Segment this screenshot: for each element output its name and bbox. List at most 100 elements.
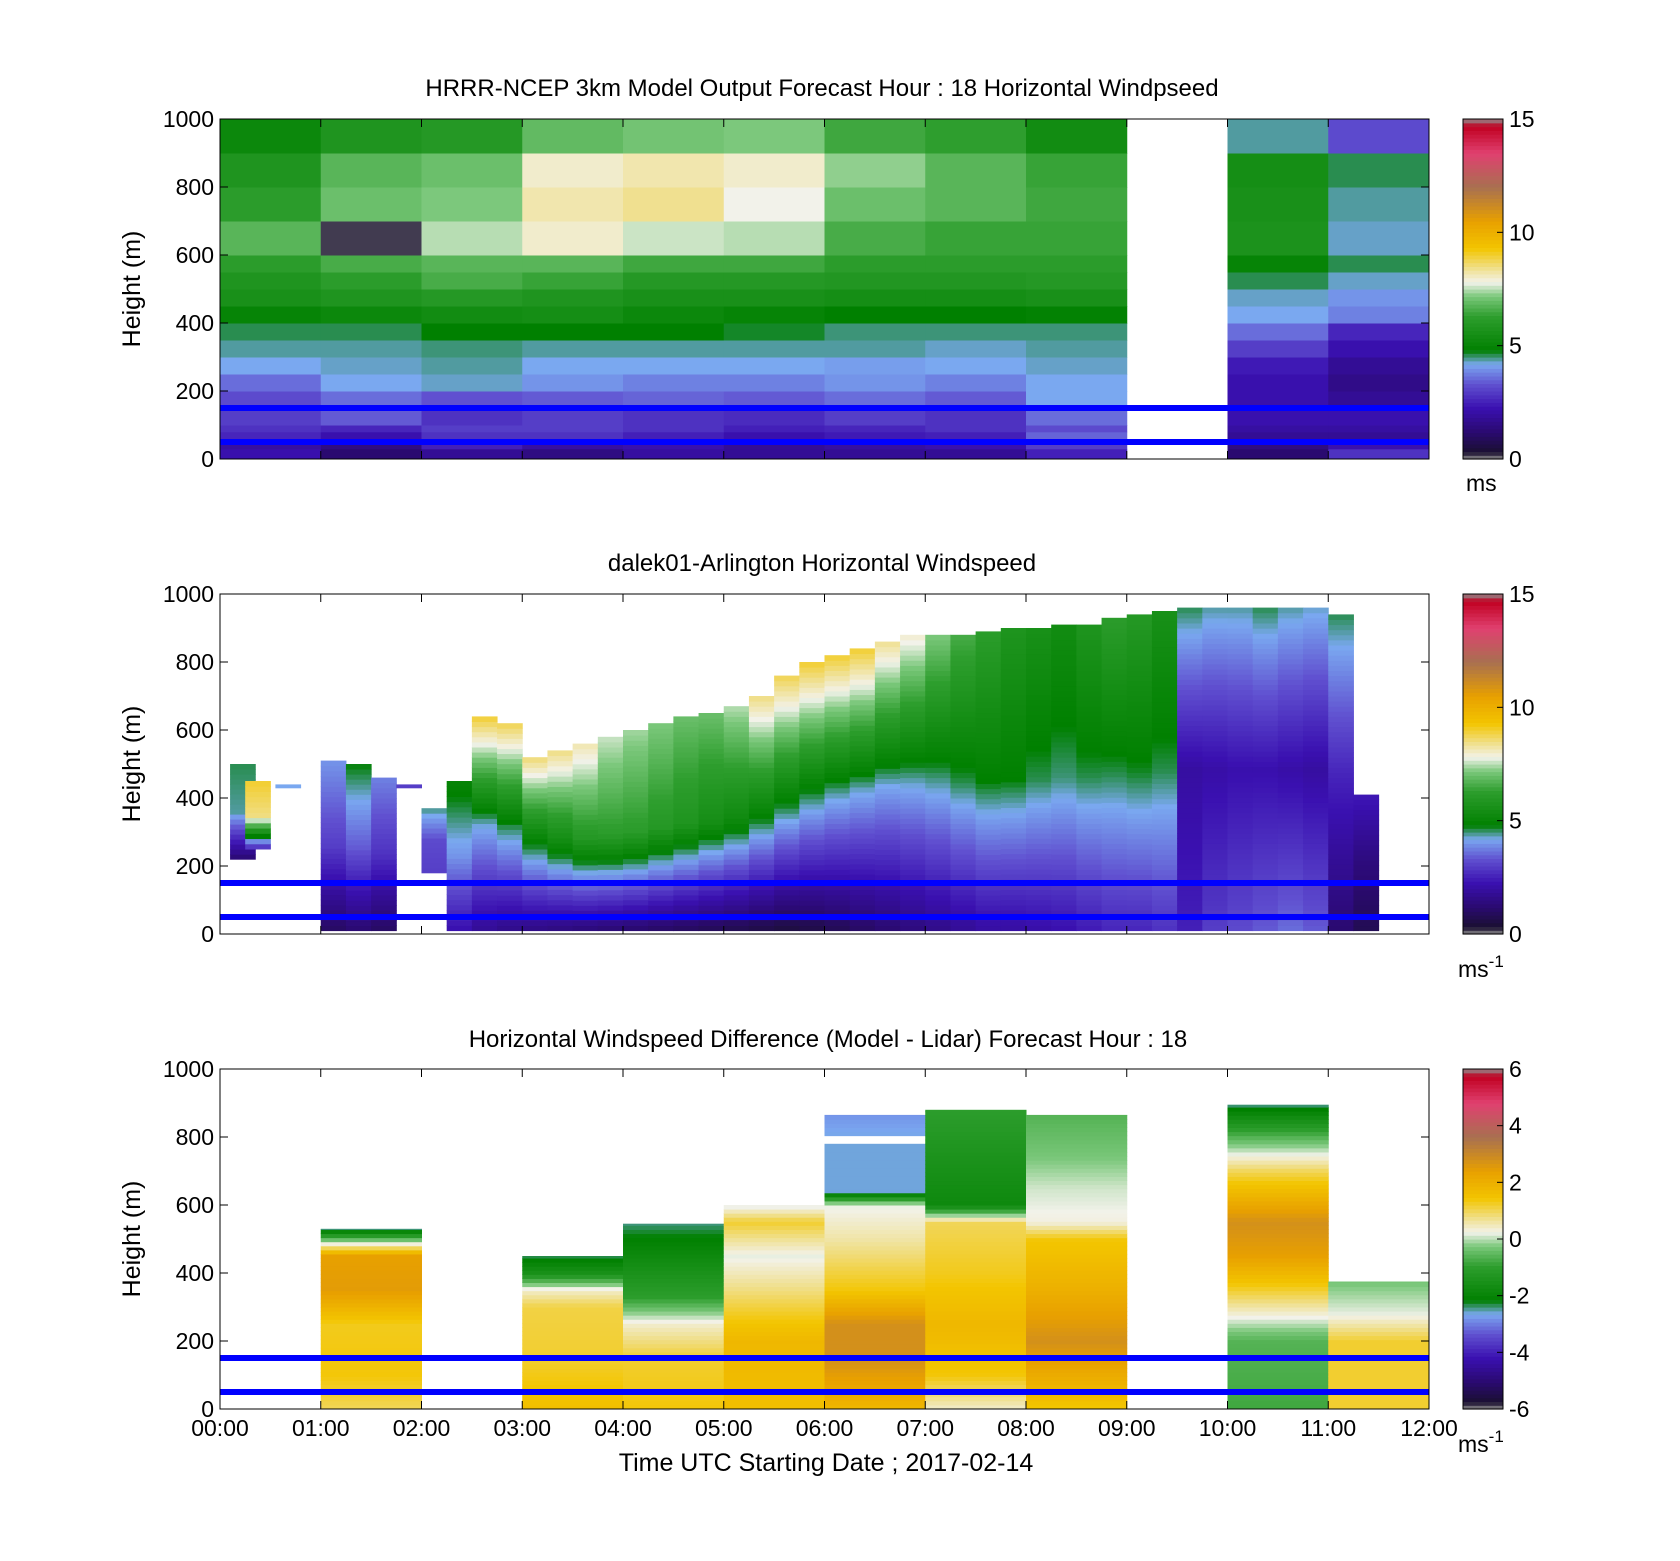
difference-cell: [320, 1237, 422, 1243]
lidar-cell: [1328, 752, 1354, 758]
lidar-cell: [1126, 833, 1153, 840]
panel-difference-xtick-labels: 00:00 01:00 02:00 03:00 04:00 05:00 06:00 07:00…: [191, 1415, 1458, 1441]
colorbar-swatch: [1463, 692, 1503, 697]
difference-cell: [1026, 1135, 1128, 1141]
model-cell: [320, 255, 422, 273]
lidar-cell: [723, 889, 750, 896]
lidar-cell: [950, 706, 977, 712]
lidar-cell: [1177, 740, 1203, 747]
model-cell: [723, 442, 825, 450]
lidar-cell: [1101, 617, 1128, 624]
lidar-cell: [1328, 614, 1354, 620]
lidar-cell: [1252, 843, 1279, 850]
lidar-cell: [446, 827, 473, 834]
lidar-cell: [345, 839, 372, 846]
difference-cell: [623, 1249, 725, 1255]
lidar-cell: [1101, 910, 1128, 916]
lidar-cell: [748, 849, 775, 855]
lidar-cell: [1051, 762, 1077, 768]
lidar-cell: [1277, 853, 1304, 860]
model-cell: [1026, 448, 1128, 460]
lidar-cell: [1202, 756, 1228, 762]
lidar-cell: [1303, 633, 1329, 639]
panel-model-xtickmarks: [219, 119, 1430, 459]
lidar-cell: [230, 834, 256, 840]
colorbar-swatch: [1463, 918, 1503, 924]
lidar-cell: [471, 736, 498, 743]
lidar-cell: [673, 792, 700, 799]
model-cell: [1328, 119, 1430, 154]
lidar-cell: [648, 890, 674, 896]
difference-cell: [320, 1380, 422, 1386]
model-cell: [723, 323, 825, 341]
colorbar-swatch: [1463, 1386, 1503, 1391]
lidar-cell: [1202, 628, 1228, 634]
colorbar-swatch: [1463, 714, 1503, 720]
lidar-cell: [874, 829, 901, 835]
difference-cell: [723, 1323, 825, 1328]
lidar-cell: [1101, 904, 1128, 911]
difference-cell: [623, 1331, 725, 1337]
model-cell: [1227, 323, 1329, 341]
model-cell: [925, 119, 1027, 154]
difference-cell: [1026, 1241, 1128, 1247]
difference-cell: [1227, 1400, 1329, 1406]
lidar-cell: [874, 687, 901, 693]
lidar-cell: [723, 782, 750, 789]
lidar-cell: [497, 783, 523, 790]
lidar-cell: [1101, 884, 1128, 891]
lidar-cell: [1026, 848, 1052, 855]
lidar-cell: [950, 900, 977, 906]
lidar-cell: [1076, 701, 1103, 707]
lidar-cell: [320, 848, 347, 854]
colorbar-swatch: [1463, 688, 1503, 693]
lidar-cell: [1151, 671, 1178, 678]
difference-cell: [1026, 1114, 1128, 1116]
colorbar-swatch: [1463, 1208, 1503, 1214]
lidar-cell: [1303, 705, 1329, 711]
colorbar-swatch: [1463, 164, 1503, 169]
model-cell: [623, 431, 725, 443]
lidar-cell: [371, 843, 397, 850]
lidar-cell: [824, 736, 851, 743]
difference-cell: [1026, 1237, 1128, 1243]
lidar-cell: [1000, 807, 1027, 814]
colorbar-swatch: [1463, 764, 1503, 769]
lidar-cell: [874, 783, 901, 790]
lidar-cell: [1101, 792, 1128, 798]
lidar-cell: [975, 758, 1002, 764]
lidar-cell: [925, 874, 951, 881]
lidar-cell: [874, 737, 901, 744]
colorbar-swatch: [1463, 1148, 1503, 1153]
colorbar-swatch: [1463, 349, 1503, 354]
lidar-cell: [1202, 607, 1228, 614]
difference-cell: [925, 1351, 1027, 1357]
lidar-cell: [950, 792, 977, 799]
difference-cell: [1227, 1156, 1329, 1161]
lidar-cell: [1202, 822, 1228, 829]
lidar-cell: [1303, 751, 1329, 757]
lidar-cell: [1000, 889, 1027, 896]
difference-cell: [824, 1200, 926, 1206]
colorbar-swatch: [1463, 801, 1503, 807]
model-cell: [220, 425, 322, 433]
lidar-cell: [950, 655, 977, 661]
lidar-cell: [597, 772, 624, 779]
lidar-cell: [1328, 854, 1354, 860]
lidar-cell: [900, 803, 926, 809]
colorbar-swatch: [1463, 741, 1503, 746]
lidar-cell: [1177, 863, 1203, 870]
lidar-cell: [230, 769, 256, 775]
lidar-cell: [925, 823, 951, 830]
difference-cell: [1227, 1107, 1329, 1112]
lidar-cell: [900, 660, 926, 666]
lidar-cell: [799, 722, 825, 729]
colorbar-swatch: [1463, 756, 1503, 761]
lidar-cell: [623, 745, 649, 752]
model-cell: [220, 289, 322, 307]
lidar-cell: [900, 889, 926, 896]
lidar-cell: [723, 905, 750, 911]
lidar-cell: [1076, 777, 1103, 784]
lidar-cell: [698, 788, 725, 795]
lidar-cell: [648, 814, 674, 820]
